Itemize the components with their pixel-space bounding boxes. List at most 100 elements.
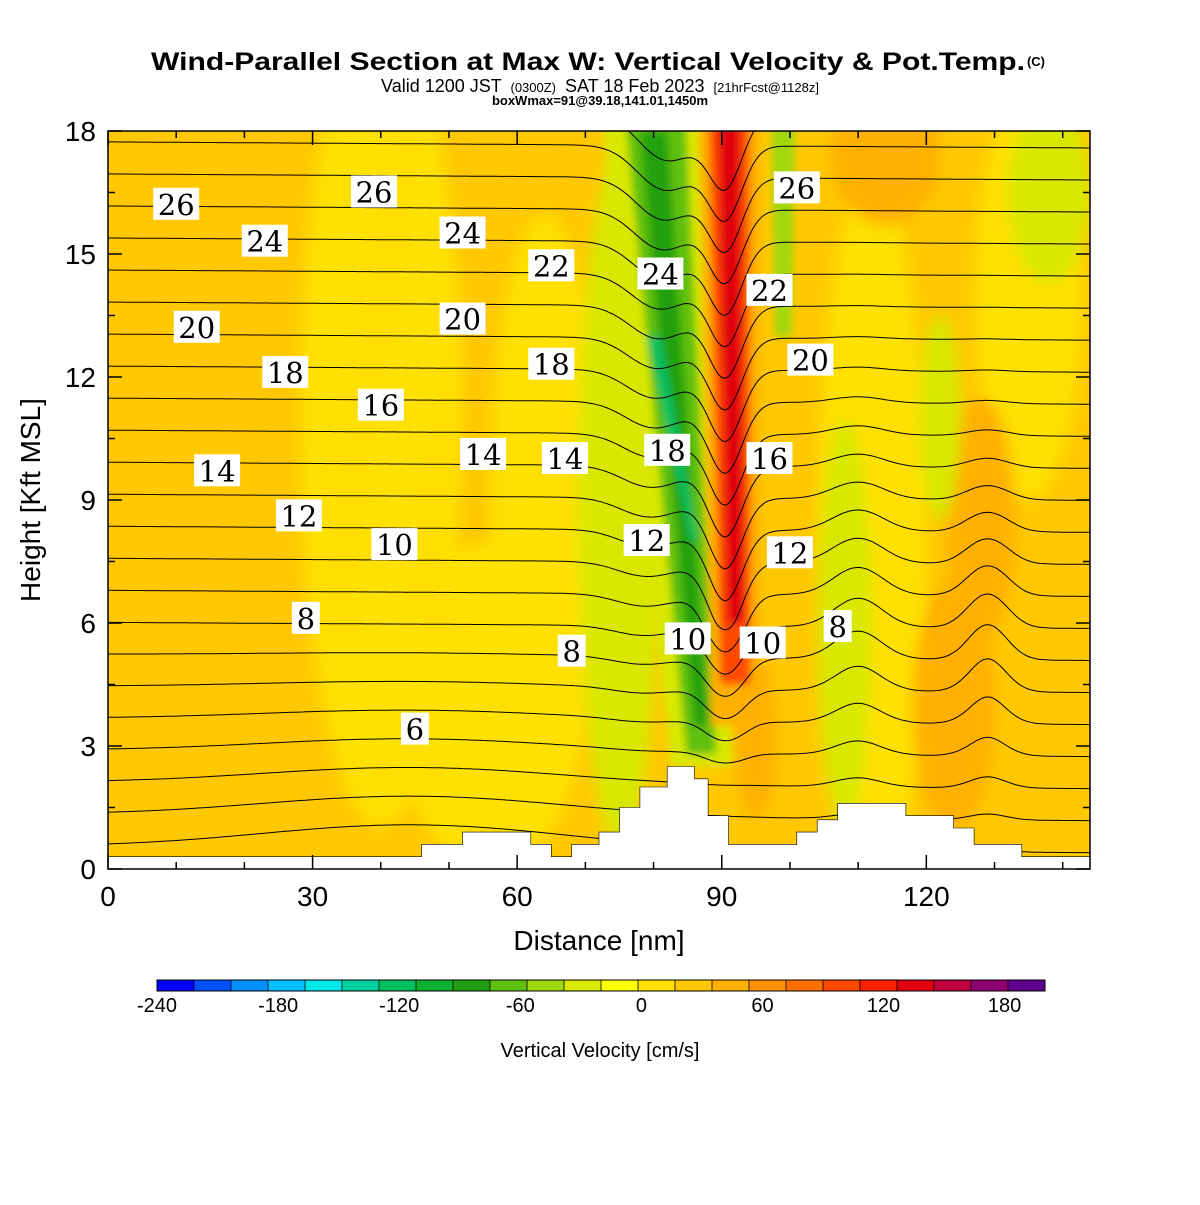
isentrope-label-bg bbox=[823, 610, 852, 643]
isentrope-label-bg bbox=[400, 712, 429, 745]
isentrope-label-bg bbox=[357, 388, 404, 421]
colorbar-swatch bbox=[342, 980, 380, 991]
isentrope-label-bg bbox=[460, 437, 507, 470]
isentrope-label: 8 bbox=[291, 601, 320, 636]
isentrope-16 bbox=[108, 481, 1090, 570]
colorbar: -240 -180 -120 -60 0 60 120 180 bbox=[137, 979, 1046, 1017]
isentrope-label-text: 20 bbox=[444, 303, 481, 337]
velocity-patch bbox=[830, 131, 940, 226]
isentrope-label-text: 12 bbox=[771, 536, 808, 570]
x-tick-label: 90 bbox=[706, 881, 737, 912]
isentrope-label-bg bbox=[746, 442, 793, 474]
chart-box-info: boxWmax=91@39.18,141.01,1450m bbox=[492, 93, 708, 108]
isentrope-7 bbox=[108, 767, 1090, 790]
x-axis-label: Distance [nm] bbox=[513, 925, 684, 956]
subtitle-valid: Valid 1200 JST bbox=[381, 76, 502, 96]
isentrope-label-text: 12 bbox=[628, 524, 665, 558]
isentrope-18 bbox=[108, 425, 1090, 506]
isentrope-13 bbox=[108, 565, 1090, 653]
isentrope-21 bbox=[108, 333, 1090, 411]
subtitle-forecast: [21hrFcst@1128z] bbox=[713, 80, 818, 95]
isentrope-label-bg bbox=[773, 171, 820, 204]
y-axis-label: Height [Kft MSL] bbox=[15, 398, 46, 602]
x-tick-label: 120 bbox=[903, 881, 950, 912]
colorbar-tick-label: 180 bbox=[988, 995, 1021, 1017]
colorbar-swatch bbox=[971, 980, 1009, 991]
isentrope-label-bg bbox=[371, 528, 418, 561]
isentrope-label-bg bbox=[637, 257, 684, 290]
isentrope-label-text: 8 bbox=[828, 610, 846, 644]
isentrope-10 bbox=[108, 658, 1090, 720]
isentrope-label-bg bbox=[439, 302, 486, 335]
isentrope-label-bg bbox=[766, 536, 813, 569]
isentrope-label: 18 bbox=[262, 355, 309, 390]
isentrope-label-text: 14 bbox=[546, 442, 583, 476]
isentrope-25 bbox=[108, 205, 1090, 285]
colorbar-swatch bbox=[305, 980, 343, 991]
isentrope-label: 20 bbox=[787, 343, 834, 378]
isentrope-label: 26 bbox=[351, 175, 397, 210]
y-tick-label: 3 bbox=[80, 731, 96, 762]
isentrope-label-text: 14 bbox=[465, 438, 502, 472]
colorbar-swatch bbox=[1008, 980, 1046, 991]
colorbar-swatch bbox=[490, 980, 528, 991]
isentrope-label: 8 bbox=[557, 634, 586, 669]
isentrope-label-bg bbox=[787, 343, 834, 376]
colorbar-swatch bbox=[712, 980, 750, 991]
isentrope-label: 10 bbox=[664, 622, 711, 656]
x-tick-label: 60 bbox=[502, 881, 533, 912]
y-tick-label: 0 bbox=[80, 854, 96, 885]
isentrope-17 bbox=[108, 453, 1090, 538]
isentrope-label: 10 bbox=[371, 528, 418, 562]
isentrope-label-bg bbox=[194, 454, 241, 487]
colorbar-swatch bbox=[749, 980, 787, 991]
isentrope-label-text: 20 bbox=[178, 311, 215, 345]
isentrope-label: 22 bbox=[746, 273, 793, 308]
isentrope-label-bg bbox=[351, 175, 397, 208]
y-tick-label: 15 bbox=[65, 239, 96, 270]
isentrope-label: 20 bbox=[173, 310, 220, 345]
isentrope-label: 12 bbox=[275, 499, 322, 533]
isentrope-label: 26 bbox=[153, 187, 200, 222]
isentrope-22 bbox=[108, 301, 1090, 379]
isentrope-label-bg bbox=[739, 626, 786, 659]
isentrope-label-text: 22 bbox=[751, 274, 788, 308]
colorbar-swatch bbox=[934, 980, 972, 991]
y-tick-label: 18 bbox=[65, 116, 96, 147]
isentrope-label-bg bbox=[439, 216, 486, 249]
x-tick-label: 30 bbox=[297, 881, 328, 912]
colorbar-swatch bbox=[601, 980, 639, 991]
colorbar-swatch bbox=[194, 980, 232, 991]
isentrope-label: 22 bbox=[528, 249, 575, 283]
isentrope-label-bg bbox=[746, 273, 793, 306]
colorbar-frame bbox=[156, 979, 1046, 992]
isentrope-label-text: 14 bbox=[199, 454, 236, 488]
isentrope-label-text: 26 bbox=[158, 188, 195, 222]
isentrope-label: 14 bbox=[541, 442, 588, 476]
isentrope-label-text: 24 bbox=[642, 258, 679, 292]
isentrope-9 bbox=[108, 696, 1090, 742]
isentrope-label: 18 bbox=[528, 347, 575, 382]
isentrope-label-text: 10 bbox=[376, 528, 413, 562]
chart-title-mark: (C) bbox=[1027, 54, 1045, 69]
colorbar-swatch bbox=[638, 980, 676, 991]
colorbar-swatch bbox=[823, 980, 861, 991]
isentrope-label-text: 16 bbox=[751, 442, 788, 476]
isentrope-26 bbox=[108, 173, 1090, 254]
isentrope-label: 14 bbox=[194, 454, 241, 488]
isentrope-label: 6 bbox=[400, 712, 429, 747]
isentrope-label-bg bbox=[241, 224, 288, 257]
isentrope-label-bg bbox=[291, 601, 320, 634]
colorbar-tick-label: -240 bbox=[137, 995, 177, 1017]
isentrope-27 bbox=[108, 141, 1090, 222]
colorbar-tick-label: 60 bbox=[751, 995, 773, 1017]
isentrope-label-bg bbox=[528, 249, 575, 282]
chart-title: Wind-Parallel Section at Max W: Vertical… bbox=[151, 48, 1025, 76]
isentrope-label: 18 bbox=[644, 433, 691, 468]
isentrope-12 bbox=[108, 593, 1090, 675]
isentrope-label-text: 18 bbox=[533, 348, 570, 382]
terrain-profile bbox=[108, 766, 1090, 869]
isentrope-label-bg bbox=[528, 347, 575, 380]
isentrope-label-bg bbox=[664, 622, 711, 655]
